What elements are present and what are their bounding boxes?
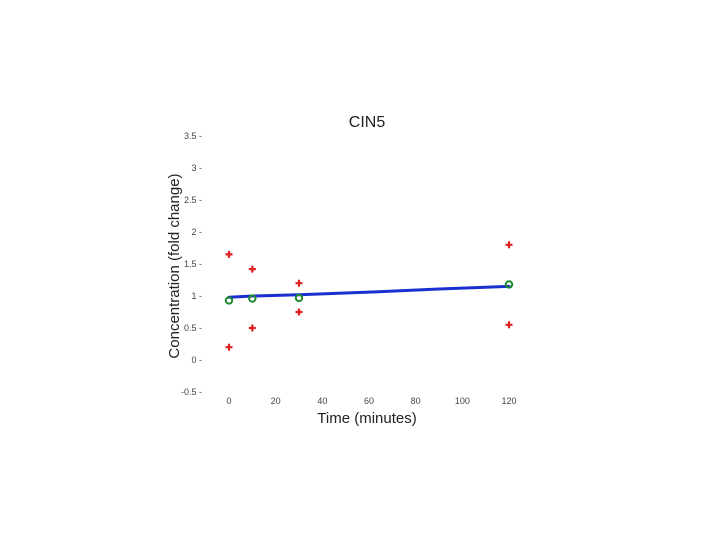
data-point-plus: [225, 250, 233, 258]
y-tick-label: 0 -: [191, 355, 202, 365]
data-point-plus: [248, 265, 256, 273]
x-tick-label: 120: [501, 396, 516, 406]
plot-area: [224, 241, 514, 351]
data-point-circle: [294, 293, 304, 303]
data-point-circle: [504, 280, 514, 289]
data-point-circle: [224, 296, 234, 305]
x-tick-label: 0: [226, 396, 231, 406]
data-point-circle: [248, 294, 257, 303]
y-tick-label: 2 -: [191, 227, 202, 237]
x-tick-label: 20: [271, 396, 281, 406]
y-tick-label: 0.5 -: [184, 323, 202, 333]
x-tick-label: 40: [317, 396, 327, 406]
chart-title: CIN5: [349, 114, 386, 131]
x-tick-label: 80: [411, 396, 421, 406]
data-point-plus: [295, 279, 303, 287]
y-axis-ticks: 3.5 - 3 - 2.5 - 2 - 1.5 - 1 - 0.5 - 0 - -0.5 -: [181, 131, 202, 397]
y-tick-label: 1 -: [191, 291, 202, 301]
data-point-plus: [225, 343, 233, 351]
x-axis-label: Time (minutes): [317, 410, 416, 427]
x-tick-label: 60: [364, 396, 374, 406]
data-point-plus: [295, 308, 303, 316]
y-tick-label: 3 -: [191, 163, 202, 173]
y-tick-label: 2.5 -: [184, 195, 202, 205]
data-point-plus: [505, 321, 513, 329]
data-point-plus: [248, 324, 256, 332]
y-tick-label: -0.5 -: [181, 387, 202, 397]
data-point-plus: [505, 241, 513, 249]
x-axis-ticks: 0 20 40 60 80 100 120: [226, 396, 516, 406]
y-tick-label: 3.5 -: [184, 131, 202, 141]
y-tick-label: 1.5 -: [184, 259, 202, 269]
x-tick-label: 100: [455, 396, 470, 406]
fit-line: [227, 284, 511, 299]
y-axis-label: Concentration (fold change): [166, 173, 183, 358]
